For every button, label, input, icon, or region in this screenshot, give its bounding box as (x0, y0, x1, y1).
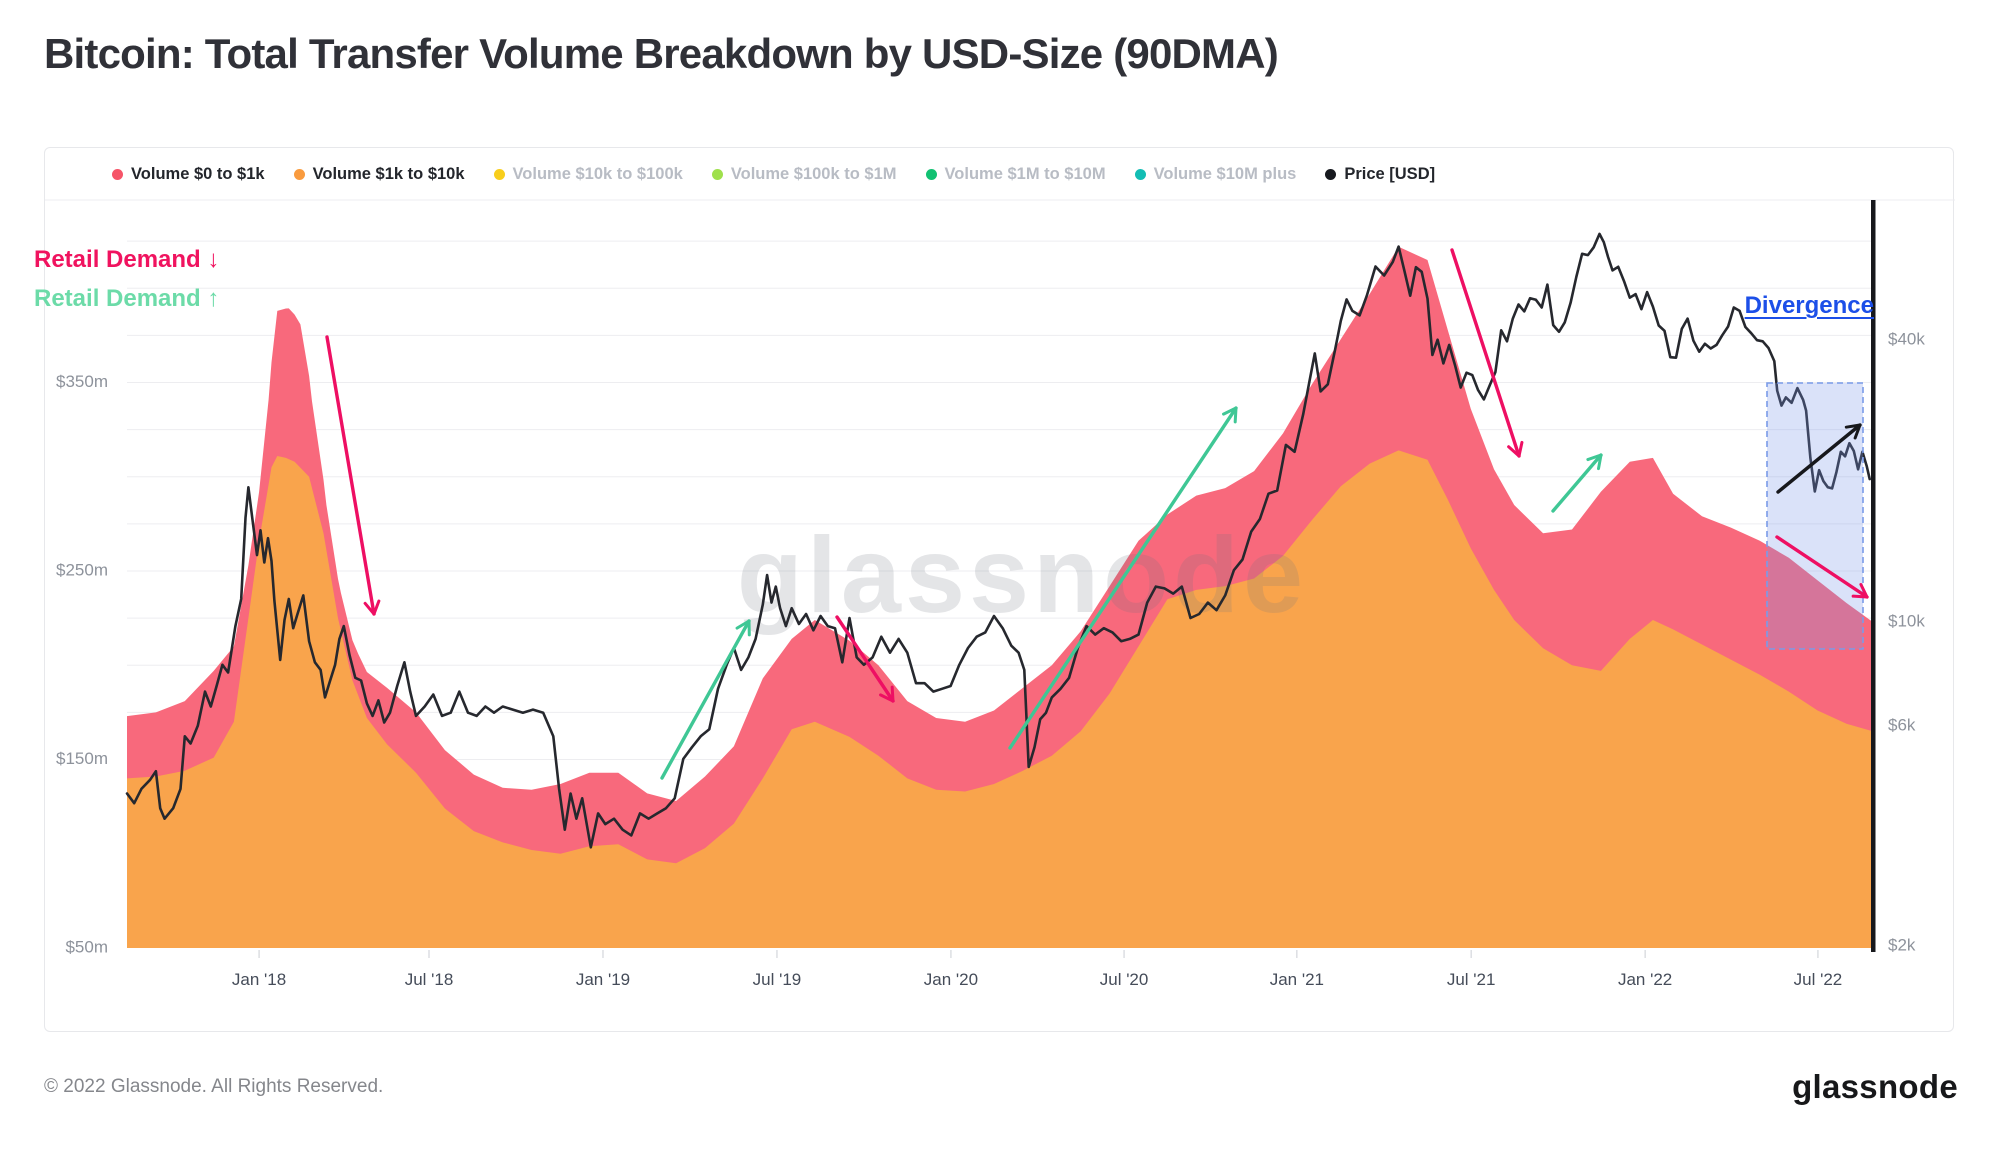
legend-dot-icon (493, 169, 505, 180)
legend-dot-icon (112, 169, 123, 180)
legend-item-label: Volume $1k to $10k (312, 165, 465, 183)
legend-item-label: Price [USD] (1344, 165, 1436, 183)
legend-item-label: Volume $1M to $10M (944, 165, 1106, 183)
legend-item-0[interactable]: Volume $0 to $1k (112, 165, 265, 184)
chart-card (44, 147, 1954, 1032)
legend-dot-icon (711, 169, 723, 180)
legend-dot-icon (925, 169, 937, 180)
annotation-retail-demand-up: Retail Demand ↑ (34, 285, 220, 312)
legend-item-6[interactable]: Price [USD] (1325, 165, 1435, 184)
legend-item-3[interactable]: Volume $100k to $1M (711, 165, 897, 184)
legend-item-label: Volume $10M plus (1153, 165, 1297, 183)
legend-item-label: Volume $100k to $1M (730, 165, 897, 183)
legend-dot-icon (1325, 169, 1337, 180)
legend-item-1[interactable]: Volume $1k to $10k (293, 165, 465, 184)
legend-item-label: Volume $10k to $100k (512, 165, 683, 183)
legend-dot-icon (1134, 169, 1146, 180)
legend-item-2[interactable]: Volume $10k to $100k (493, 165, 683, 184)
annotation-divergence: Divergence (1744, 292, 1874, 319)
legend-item-4[interactable]: Volume $1M to $10M (925, 165, 1106, 184)
legend-dot-icon (293, 169, 305, 180)
glassnode-logo: glassnode (1792, 1068, 1958, 1105)
legend: Volume $0 to $1k Volume $1k to $10k Volume… (112, 165, 1435, 184)
page-title: Bitcoin: Total Transfer Volume Breakdown… (44, 30, 1279, 77)
annotation-retail-demand-down: Retail Demand ↓ (34, 246, 220, 273)
footer-copyright: © 2022 Glassnode. All Rights Reserved. (44, 1076, 384, 1097)
legend-item-5[interactable]: Volume $10M plus (1134, 165, 1297, 184)
legend-item-label: Volume $0 to $1k (131, 165, 265, 183)
